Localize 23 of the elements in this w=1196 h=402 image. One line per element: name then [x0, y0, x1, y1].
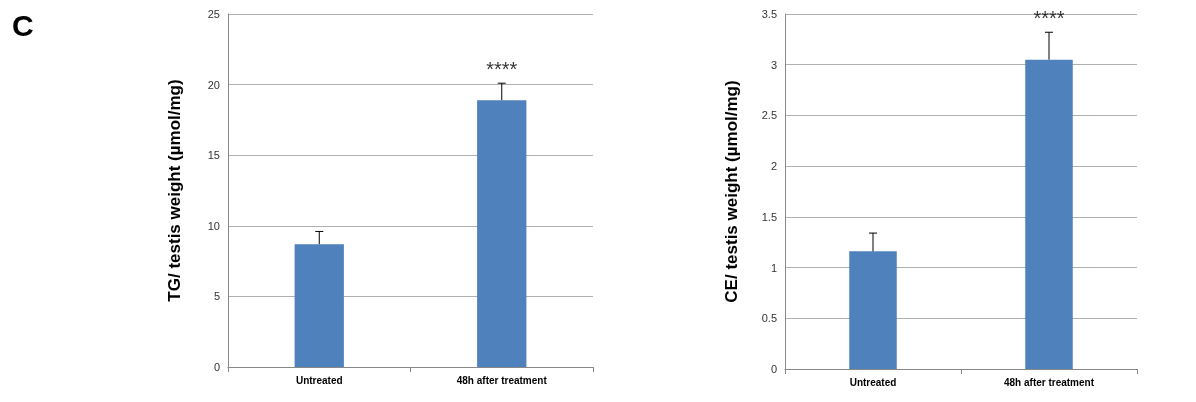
y-tick-label: 20 — [207, 78, 220, 91]
x-tick-label: 48h after treatment — [1003, 376, 1095, 388]
x-tick-label: Untreated — [849, 376, 897, 388]
y-tick-label: 0 — [213, 361, 220, 373]
x-tick-label: 48h after treatment — [456, 374, 548, 386]
y-tick-label: 15 — [207, 149, 220, 162]
y-tick-label: 1 — [770, 261, 777, 274]
annotation: **** — [1033, 7, 1065, 30]
y-tick-label: 2.5 — [761, 109, 777, 122]
y-axis-title: TG/ testis weight (µmol/mg) — [165, 79, 184, 302]
y-axis-title: CE/ testis weight (µmol/mg) — [722, 80, 741, 303]
y-tick-label: 3 — [770, 58, 777, 71]
annotation: **** — [486, 58, 518, 81]
x-tick-label: Untreated — [295, 374, 343, 386]
chart-title: C — [12, 8, 34, 42]
y-tick-label: 3.5 — [761, 8, 777, 20]
y-tick-label: 2 — [770, 160, 777, 173]
y-tick-label: 1.5 — [761, 210, 777, 223]
y-tick-label: 0 — [770, 363, 777, 375]
y-tick-label: 25 — [207, 8, 220, 20]
y-tick-label: 0.5 — [761, 312, 777, 325]
y-tick-label: 5 — [213, 290, 220, 303]
y-tick-label: 10 — [207, 219, 220, 232]
